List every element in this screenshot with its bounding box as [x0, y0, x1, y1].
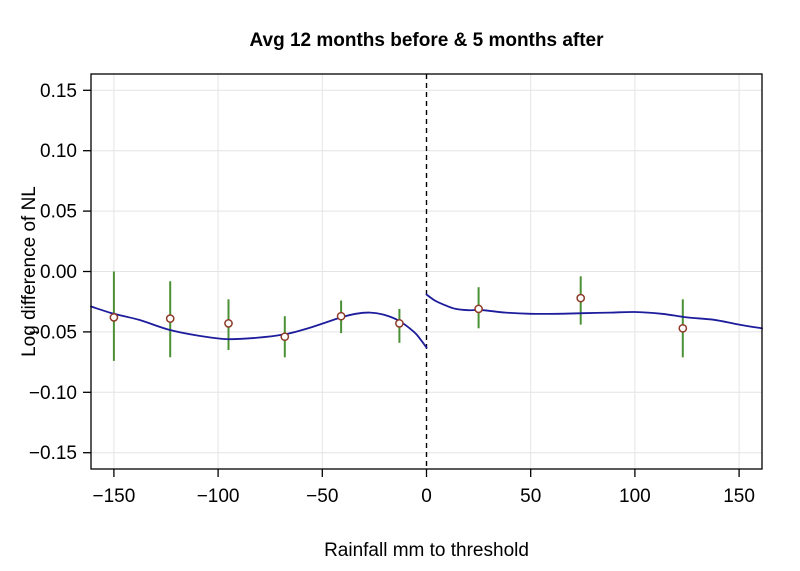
y-tick-label: 0.00: [40, 262, 77, 283]
x-tick-label: −50: [306, 486, 338, 507]
y-tick-labels: −0.15 −0.10 −0.05 0.00 0.05 0.10 0.15: [29, 81, 77, 464]
data-point: [576, 293, 586, 303]
x-tick-label: −150: [93, 486, 136, 507]
fit-line-left: [90, 305, 428, 349]
y-tick-label: −0.15: [29, 443, 77, 464]
chart-title: Avg 12 months before & 5 months after: [249, 30, 604, 51]
x-tick-label: 0: [421, 486, 432, 507]
error-bars: [112, 271, 684, 361]
data-point: [678, 323, 688, 333]
x-axis-label: Rainfall mm to threshold: [324, 540, 529, 561]
data-point: [395, 319, 404, 328]
data-point: [165, 314, 175, 323]
fit-line-right: [425, 293, 763, 330]
y-tick-label: 0.05: [40, 202, 77, 223]
x-tick-label: 50: [520, 486, 541, 507]
data-point: [224, 319, 233, 328]
data-point: [336, 311, 346, 321]
y-axis-label: Log difference of NL: [19, 186, 40, 357]
y-tick-label: −0.05: [29, 322, 77, 343]
x-tick-label: 100: [619, 486, 651, 507]
y-tick-label: 0.15: [40, 81, 77, 102]
fit-lines: [90, 293, 763, 349]
data-point: [474, 304, 483, 314]
data-points: [109, 293, 688, 342]
x-tick-label: −100: [197, 486, 240, 507]
x-tick-label: 150: [723, 486, 755, 507]
y-tick-label: 0.10: [40, 141, 77, 162]
y-tick-label: −0.10: [29, 383, 77, 404]
x-tick-labels: −150 −100 −50 0 50 100 150: [93, 486, 755, 507]
data-point: [280, 332, 290, 342]
data-point: [109, 313, 119, 322]
axis-ticks: [83, 89, 740, 477]
